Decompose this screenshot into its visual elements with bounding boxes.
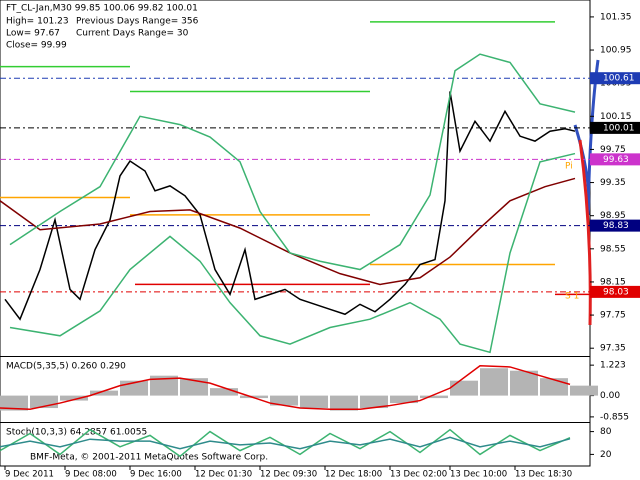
y-tick-label: 98.15 [600, 277, 626, 287]
price-marker [590, 285, 640, 298]
price-marker [590, 72, 640, 85]
y-tick-label: 97.35 [600, 344, 626, 354]
price-marker [590, 121, 640, 134]
histogram-bar [480, 368, 508, 396]
copyright: BMF-Meta, © 2001-2011 MetaQuotes Softwar… [30, 453, 268, 463]
y-tick-label: 0.00 [600, 391, 620, 401]
price-marker [590, 219, 640, 232]
price-marker-label: 99.63 [603, 155, 629, 165]
price-marker-label: 100.61 [603, 74, 635, 84]
x-tick-label: 12 Dec 18:00 [325, 470, 382, 480]
histogram-bar [330, 395, 358, 411]
histogram-bar [270, 395, 298, 406]
annotation: Pi [565, 161, 573, 171]
histogram-bar [90, 390, 118, 396]
x-tick-label: 9 Dec 16:00 [130, 470, 182, 480]
price-marker-label: 100.01 [603, 123, 635, 133]
y-tick-label: -0.855 [600, 412, 629, 422]
series-line [0, 436, 571, 450]
price-marker [590, 153, 640, 166]
histogram-bar [390, 395, 418, 404]
y-tick-label: 80 [600, 427, 612, 437]
histogram-bar [510, 370, 538, 396]
info-text: Current Days Range= 30 [76, 29, 189, 39]
x-tick-label: 9 Dec 08:00 [65, 470, 117, 480]
histogram-bar [540, 378, 568, 396]
histogram-bar [210, 388, 238, 396]
histogram-bar [450, 380, 478, 396]
symbol-header: FT_CL-Jan,M30 99.85 100.06 99.82 100.01 [6, 4, 198, 14]
y-tick-label: 97.75 [600, 311, 626, 321]
info-text: Low= 97.67 [6, 29, 60, 39]
y-tick-label: 101.35 [600, 12, 632, 22]
x-tick-label: 12 Dec 09:30 [260, 470, 317, 480]
stoch-title: Stoch(10,3,3) 64.2857 61.0055 [6, 428, 147, 438]
info-text: High= 101.23 [6, 17, 69, 27]
histogram-bar [240, 395, 268, 399]
series-line [9, 53, 576, 271]
x-tick-label: 13 Dec 18:30 [515, 470, 572, 480]
y-tick-label: 98.95 [600, 211, 626, 221]
histogram-bar [570, 385, 598, 396]
price-marker-label: 98.83 [603, 221, 629, 231]
series-line [0, 364, 571, 411]
y-tick-label: 98.55 [600, 244, 626, 254]
y-tick-label: 100.95 [600, 46, 632, 56]
info-text: Previous Days Range= 356 [76, 17, 199, 27]
x-tick-label: 13 Dec 10:00 [450, 470, 507, 480]
histogram-bar [420, 395, 448, 399]
x-tick-label: 12 Dec 01:30 [195, 470, 252, 480]
series-line [9, 152, 576, 354]
histogram-bar [60, 395, 88, 401]
macd-title: MACD(5,35,5) 0.260 0.290 [6, 362, 126, 372]
y-tick-label: 1.223 [600, 361, 626, 371]
price-marker-label: 98.03 [603, 287, 629, 297]
histogram-bar [150, 375, 178, 396]
series-line [0, 177, 576, 286]
series-line [4, 91, 576, 321]
info-text: Close= 99.99 [6, 41, 67, 51]
y-tick-label: 99.75 [600, 145, 626, 155]
histogram-bar [360, 395, 388, 409]
y-tick-label: 20 [600, 450, 612, 460]
histogram-bar [180, 378, 208, 396]
y-tick-label: 99.35 [600, 178, 626, 188]
annotation: S 1 [565, 292, 579, 302]
histogram-bar [300, 395, 328, 409]
x-tick-label: 9 Dec 2011 [5, 470, 54, 480]
x-tick-label: 13 Dec 02:00 [390, 470, 447, 480]
projection-arrow [578, 139, 592, 326]
y-tick-label: 100.15 [600, 112, 632, 122]
histogram-bar [0, 395, 28, 411]
